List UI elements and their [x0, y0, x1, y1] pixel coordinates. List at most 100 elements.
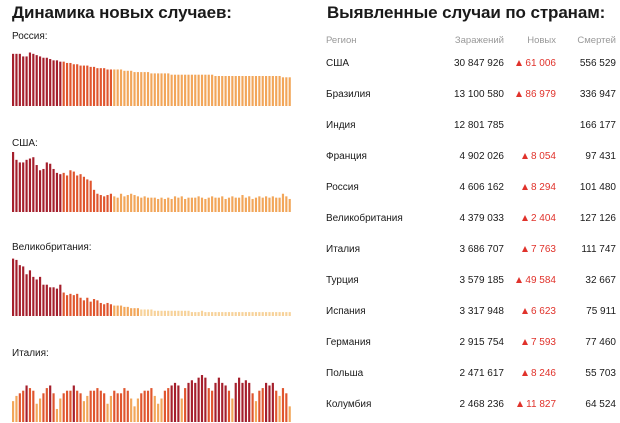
chart-bar[interactable]: [65, 295, 69, 316]
chart-bar[interactable]: [184, 310, 187, 316]
chart-bar[interactable]: [258, 312, 261, 316]
chart-bar[interactable]: [268, 76, 271, 106]
chart-bar[interactable]: [25, 56, 28, 106]
chart-bar[interactable]: [113, 305, 116, 316]
header-deaths[interactable]: Смертей: [577, 34, 616, 46]
chart-bar[interactable]: [116, 305, 119, 316]
chart-bar[interactable]: [167, 310, 170, 316]
chart-bar[interactable]: [150, 197, 153, 212]
chart-bar[interactable]: [119, 193, 123, 212]
chart-bar[interactable]: [12, 258, 15, 316]
chart-bar[interactable]: [126, 390, 129, 422]
chart-bar[interactable]: [106, 195, 109, 212]
chart-bar[interactable]: [288, 312, 291, 316]
chart-bar[interactable]: [221, 382, 224, 422]
chart-bar[interactable]: [25, 385, 28, 422]
chart-bar[interactable]: [92, 66, 96, 106]
chart-bar[interactable]: [55, 288, 59, 316]
chart-bar[interactable]: [285, 196, 288, 212]
chart-bar[interactable]: [190, 312, 193, 316]
chart-bar[interactable]: [184, 388, 187, 422]
chart-bar[interactable]: [254, 76, 258, 106]
chart-bar[interactable]: [197, 312, 200, 316]
chart-bar[interactable]: [99, 390, 102, 422]
chart-bar[interactable]: [234, 312, 237, 316]
chart-bar[interactable]: [82, 401, 86, 422]
chart-bar[interactable]: [52, 393, 55, 422]
chart-bar[interactable]: [96, 300, 99, 316]
chart-bar[interactable]: [288, 406, 291, 422]
chart-bar[interactable]: [150, 73, 153, 106]
chart-bar[interactable]: [271, 382, 274, 422]
chart-bar[interactable]: [160, 398, 163, 422]
chart-bar[interactable]: [231, 312, 234, 316]
chart-bar[interactable]: [173, 310, 177, 316]
cell-region[interactable]: Испания: [326, 306, 366, 317]
chart-bar[interactable]: [177, 197, 180, 212]
chart-bar[interactable]: [214, 76, 217, 106]
chart-bar[interactable]: [49, 163, 52, 212]
chart-bar[interactable]: [167, 73, 170, 106]
chart-bar[interactable]: [123, 306, 126, 316]
chart-bar[interactable]: [119, 305, 123, 316]
chart-bar[interactable]: [72, 64, 75, 106]
chart-bar[interactable]: [278, 312, 281, 316]
chart-bar[interactable]: [96, 388, 99, 422]
chart-bar[interactable]: [136, 398, 139, 422]
chart-bar[interactable]: [153, 310, 156, 316]
chart-bar[interactable]: [180, 196, 183, 212]
chart-bar[interactable]: [227, 390, 231, 422]
chart-bar[interactable]: [180, 310, 183, 316]
chart-bar[interactable]: [288, 77, 291, 106]
chart-bar[interactable]: [281, 77, 285, 106]
chart-bar[interactable]: [38, 398, 42, 422]
chart-bar[interactable]: [69, 62, 72, 106]
chart-bar[interactable]: [49, 385, 52, 422]
chart-bar[interactable]: [221, 312, 224, 316]
chart-bar[interactable]: [86, 179, 89, 212]
chart-bar[interactable]: [194, 74, 197, 106]
table-row[interactable]: Великобритания 4 379 033 2 404 127 126: [326, 203, 616, 234]
chart-bar[interactable]: [281, 193, 285, 212]
chart-bar[interactable]: [99, 302, 102, 316]
chart-bar[interactable]: [76, 293, 79, 316]
chart-bar[interactable]: [170, 385, 173, 422]
chart-bar[interactable]: [251, 198, 254, 212]
chart-bar[interactable]: [25, 274, 28, 316]
chart-bar[interactable]: [211, 196, 214, 212]
chart-bar[interactable]: [133, 406, 136, 422]
chart-bar[interactable]: [55, 408, 59, 422]
chart-bar[interactable]: [59, 61, 62, 106]
chart-bar[interactable]: [278, 197, 281, 212]
chart-bar[interactable]: [204, 74, 207, 106]
chart-bar[interactable]: [52, 287, 55, 316]
chart-bar[interactable]: [214, 312, 217, 316]
chart-usa[interactable]: [12, 152, 292, 212]
chart-bar[interactable]: [211, 74, 214, 106]
chart-bar[interactable]: [109, 193, 112, 212]
header-region[interactable]: Регион: [326, 34, 357, 46]
chart-bar[interactable]: [197, 74, 200, 106]
chart-bar[interactable]: [190, 380, 193, 422]
chart-bar[interactable]: [65, 62, 69, 106]
cell-region[interactable]: Франция: [326, 151, 367, 162]
chart-bar[interactable]: [234, 76, 237, 106]
chart-bar[interactable]: [177, 74, 180, 106]
chart-bar[interactable]: [123, 388, 126, 422]
chart-bar[interactable]: [69, 390, 72, 422]
chart-bar[interactable]: [194, 197, 197, 212]
chart-bar[interactable]: [170, 310, 173, 316]
chart-bar[interactable]: [12, 53, 15, 106]
chart-bar[interactable]: [217, 377, 220, 422]
chart-bar[interactable]: [241, 195, 244, 212]
chart-bar[interactable]: [157, 403, 160, 422]
chart-bar[interactable]: [153, 73, 156, 106]
chart-bar[interactable]: [200, 310, 204, 316]
chart-bar[interactable]: [231, 76, 234, 106]
chart-bar[interactable]: [163, 73, 166, 106]
chart-bar[interactable]: [76, 175, 79, 212]
chart-bar[interactable]: [28, 388, 32, 422]
chart-bar[interactable]: [130, 308, 133, 316]
chart-bar[interactable]: [123, 196, 126, 212]
chart-bar[interactable]: [15, 395, 18, 422]
